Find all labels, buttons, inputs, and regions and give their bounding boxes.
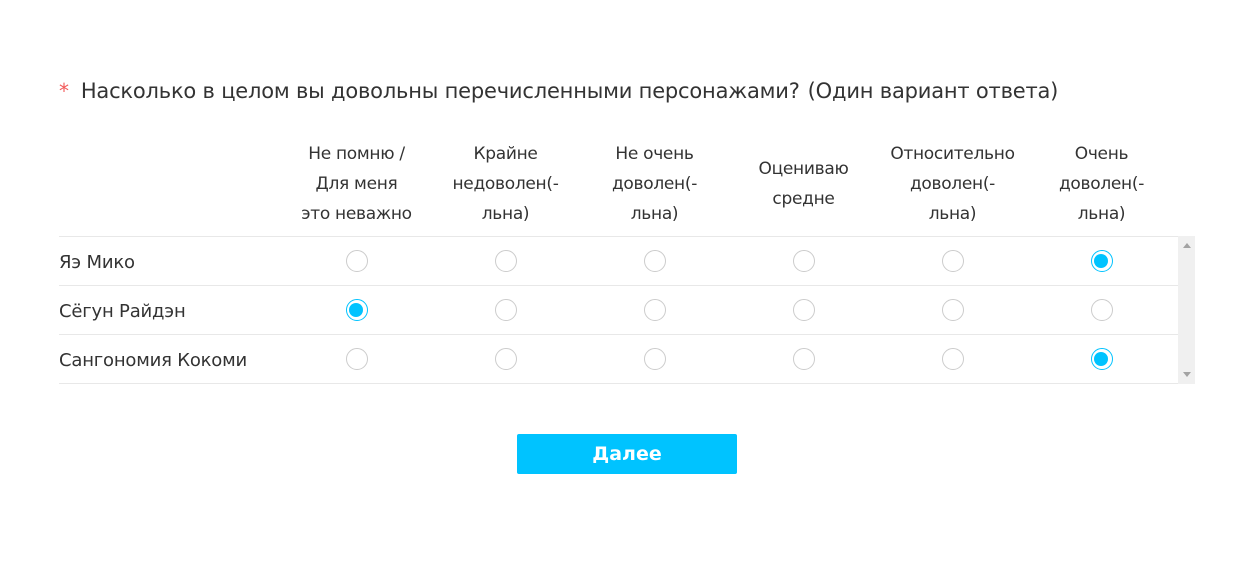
radio-cell bbox=[580, 348, 729, 370]
radio-button[interactable] bbox=[1090, 299, 1113, 321]
question-title: * Насколько в целом вы довольны перечисле… bbox=[59, 74, 1058, 108]
radio-cell bbox=[1027, 299, 1176, 321]
row-label: Сангономия Кокоми bbox=[59, 349, 247, 371]
column-header: Не помню / Для меня это неважно bbox=[301, 143, 412, 224]
table-row: Сёгун Райдэн bbox=[59, 285, 1178, 334]
radio-button[interactable] bbox=[345, 299, 368, 321]
column-header: Не очень доволен(- льна) bbox=[611, 143, 698, 224]
radio-cell bbox=[878, 299, 1027, 321]
radio-cell bbox=[431, 299, 580, 321]
radio-cell bbox=[431, 348, 580, 370]
radio-button[interactable] bbox=[792, 299, 815, 321]
next-button[interactable]: Далее bbox=[517, 434, 737, 474]
column-header: Относительно доволен(- льна) bbox=[890, 143, 1015, 224]
column-header: Оцениваю средне bbox=[758, 158, 849, 209]
radio-button[interactable] bbox=[792, 250, 815, 272]
radio-cell bbox=[878, 348, 1027, 370]
radio-button[interactable] bbox=[643, 299, 666, 321]
matrix-table: Яэ Мико Сёгун Райдэн Сангономия Кокоми bbox=[59, 236, 1195, 384]
radio-button[interactable] bbox=[494, 348, 517, 370]
radio-cell bbox=[1027, 348, 1176, 370]
radio-button[interactable] bbox=[941, 250, 964, 272]
radio-button[interactable] bbox=[643, 250, 666, 272]
radio-button[interactable] bbox=[345, 250, 368, 272]
radio-cell bbox=[1027, 250, 1176, 272]
radio-cell bbox=[580, 299, 729, 321]
question-hint: (Один вариант ответа) bbox=[807, 79, 1059, 103]
radio-cell bbox=[580, 250, 729, 272]
radio-button[interactable] bbox=[1090, 348, 1113, 370]
radio-button[interactable] bbox=[345, 348, 368, 370]
required-mark: * bbox=[59, 79, 69, 103]
scroll-up-arrow-icon[interactable] bbox=[1183, 243, 1191, 248]
table-row: Яэ Мико bbox=[59, 236, 1178, 285]
radio-cell bbox=[282, 348, 431, 370]
radio-button[interactable] bbox=[494, 299, 517, 321]
radio-cell bbox=[729, 299, 878, 321]
radio-cell bbox=[282, 250, 431, 272]
radio-button[interactable] bbox=[792, 348, 815, 370]
radio-button[interactable] bbox=[643, 348, 666, 370]
radio-button[interactable] bbox=[1090, 250, 1113, 272]
table-row: Сангономия Кокоми bbox=[59, 334, 1178, 384]
column-header: Крайне недоволен(- льна) bbox=[452, 143, 559, 224]
radio-cell bbox=[282, 299, 431, 321]
scroll-down-arrow-icon[interactable] bbox=[1183, 372, 1191, 377]
column-header: Очень доволен(- льна) bbox=[1058, 143, 1145, 224]
radio-button[interactable] bbox=[494, 250, 517, 272]
row-label: Яэ Мико bbox=[59, 251, 135, 273]
question-text: Насколько в целом вы довольны перечислен… bbox=[80, 79, 800, 103]
matrix-header: Не помню / Для меня это неважно Крайне н… bbox=[282, 131, 1176, 236]
radio-cell bbox=[878, 250, 1027, 272]
radio-cell bbox=[729, 348, 878, 370]
row-label: Сёгун Райдэн bbox=[59, 300, 186, 322]
radio-cell bbox=[431, 250, 580, 272]
radio-button[interactable] bbox=[941, 348, 964, 370]
radio-button[interactable] bbox=[941, 299, 964, 321]
scrollbar[interactable] bbox=[1178, 236, 1195, 384]
radio-cell bbox=[729, 250, 878, 272]
